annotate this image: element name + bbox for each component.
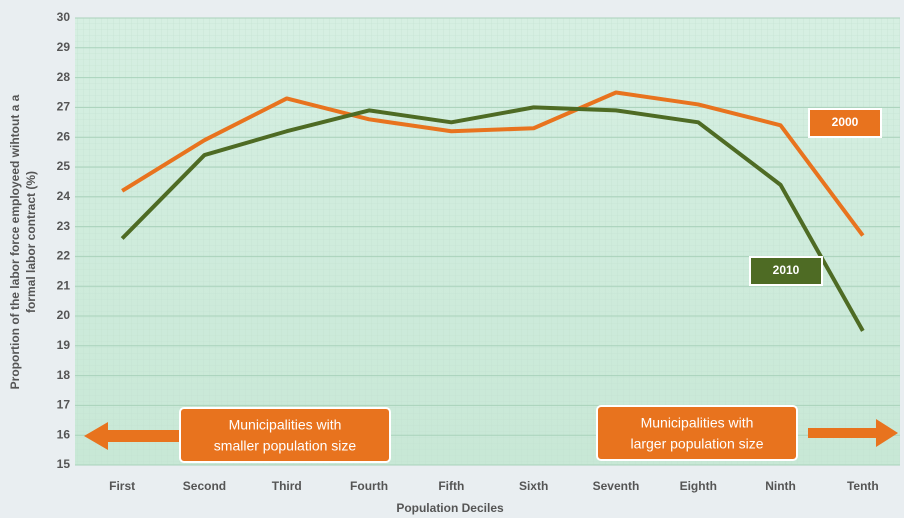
annotation-box bbox=[596, 405, 798, 461]
y-axis-label: Proportion of the labor force employeed … bbox=[8, 94, 22, 389]
series-tag bbox=[749, 256, 823, 286]
x-tick-label: Seventh bbox=[593, 479, 640, 493]
y-tick-label: 24 bbox=[57, 189, 71, 203]
y-tick-label: 17 bbox=[57, 398, 71, 412]
y-tick-label: 16 bbox=[57, 427, 71, 441]
y-axis-label: formal labor contract (%) bbox=[24, 171, 38, 313]
annotation-text: smaller population size bbox=[214, 438, 357, 454]
y-tick-label: 21 bbox=[57, 278, 71, 292]
x-tick-label: Third bbox=[272, 479, 302, 493]
x-tick-label: Tenth bbox=[847, 479, 879, 493]
annotation-text: larger population size bbox=[630, 436, 763, 452]
right-arrow bbox=[808, 419, 898, 447]
y-tick-label: 28 bbox=[57, 70, 71, 84]
y-tick-label: 20 bbox=[57, 308, 71, 322]
series-line bbox=[120, 105, 865, 332]
y-tick-label: 18 bbox=[57, 368, 71, 382]
left-arrow bbox=[84, 422, 180, 450]
y-tick-label: 22 bbox=[57, 249, 71, 263]
annotation-box bbox=[179, 407, 391, 463]
x-axis-label: Population Deciles bbox=[396, 501, 504, 515]
series-tag-text: 2000 bbox=[832, 115, 859, 129]
series-tag bbox=[808, 108, 882, 138]
x-tick-label: Fifth bbox=[438, 479, 464, 493]
annotation-text: Municipalities with bbox=[641, 415, 754, 431]
x-tick-label: First bbox=[109, 479, 135, 493]
y-tick-label: 25 bbox=[57, 159, 71, 173]
y-tick-label: 19 bbox=[57, 338, 71, 352]
y-tick-label: 15 bbox=[57, 457, 71, 471]
y-tick-label: 29 bbox=[57, 40, 71, 54]
y-tick-label: 27 bbox=[57, 100, 71, 114]
series-tag-text: 2010 bbox=[773, 263, 800, 277]
y-tick-label: 30 bbox=[57, 10, 71, 24]
x-tick-label: Sixth bbox=[519, 479, 548, 493]
x-tick-label: Eighth bbox=[680, 479, 717, 493]
x-tick-label: Ninth bbox=[765, 479, 796, 493]
x-tick-label: Fourth bbox=[350, 479, 388, 493]
series-line bbox=[121, 90, 865, 237]
annotation-text: Municipalities with bbox=[229, 417, 342, 433]
minor-grid bbox=[75, 18, 900, 465]
x-tick-label: Second bbox=[183, 479, 226, 493]
y-tick-label: 23 bbox=[57, 219, 71, 233]
y-tick-label: 26 bbox=[57, 129, 71, 143]
